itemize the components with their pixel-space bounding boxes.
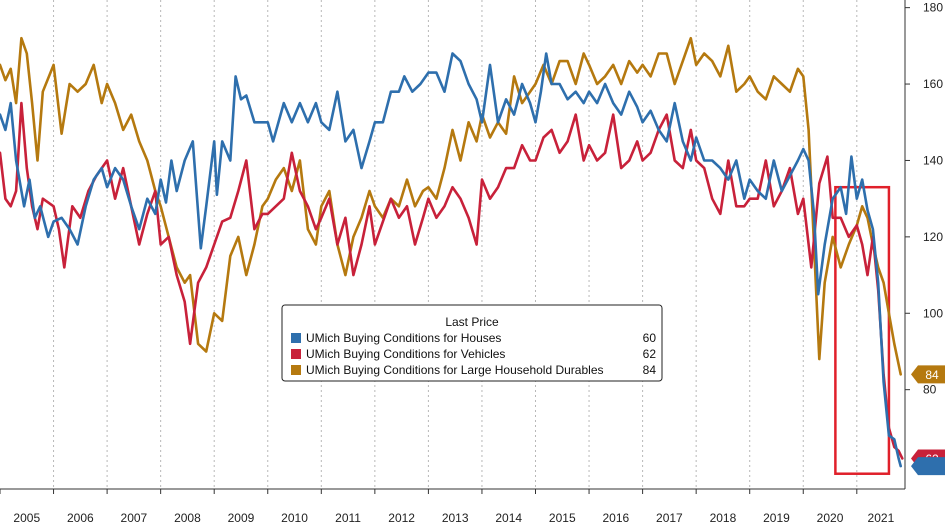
- series-line-houses: [0, 52, 902, 468]
- last-value-badges: 8462: [911, 365, 945, 476]
- legend-box: [281, 304, 663, 382]
- legend-swatch-durables: [291, 365, 301, 375]
- legend-swatch-houses: [291, 333, 301, 343]
- y-tick-label-120: 120: [923, 230, 943, 244]
- x-tick-label-2014: 2014: [495, 511, 522, 525]
- series-lines: [0, 36, 904, 468]
- legend: Last Price UMich Buying Conditions for H…: [281, 304, 663, 382]
- x-tick-label-2018: 2018: [710, 511, 737, 525]
- grid-lines: [53, 0, 858, 489]
- highlight-layer: [834, 185, 891, 475]
- legend-value-houses: 60: [643, 331, 657, 345]
- y-tick-label-160: 160: [923, 77, 943, 91]
- highlight-box: [834, 185, 891, 475]
- x-tick-label-2006: 2006: [67, 511, 94, 525]
- x-tick-label-2005: 2005: [13, 511, 40, 525]
- x-tick-label-2017: 2017: [656, 511, 683, 525]
- last-value-label-0: 84: [925, 368, 939, 382]
- y-tick-label-180: 180: [923, 1, 943, 15]
- legend-swatch-vehicles: [291, 349, 301, 359]
- legend-label-houses: UMich Buying Conditions for Houses: [306, 331, 501, 345]
- y-tick-label-80: 80: [923, 383, 937, 397]
- y-tick-label-140: 140: [923, 153, 943, 167]
- x-tick-label-2020: 2020: [817, 511, 844, 525]
- x-tick-label-2007: 2007: [121, 511, 148, 525]
- legend-title: Last Price: [445, 315, 499, 329]
- last-value-badge-0: [911, 365, 945, 384]
- x-tick-label-2015: 2015: [549, 511, 576, 525]
- x-tick-label-2013: 2013: [442, 511, 469, 525]
- series-line-durables: [0, 36, 902, 376]
- legend-value-durables: 84: [643, 363, 657, 377]
- legend-label-vehicles: UMich Buying Conditions for Vehicles: [306, 347, 505, 361]
- x-tick-label-2011: 2011: [335, 511, 361, 525]
- x-tick-label-2010: 2010: [281, 511, 308, 525]
- x-tick-label-2016: 2016: [602, 511, 629, 525]
- last-value-badge-2: [911, 457, 945, 476]
- x-tick-label-2019: 2019: [763, 511, 790, 525]
- x-tick-label-2021: 2021: [868, 511, 895, 525]
- legend-label-durables: UMich Buying Conditions for Large Househ…: [306, 363, 604, 377]
- x-tick-label-2008: 2008: [174, 511, 201, 525]
- series-line-vehicles: [0, 101, 904, 460]
- legend-value-vehicles: 62: [643, 347, 657, 361]
- x-tick-label-2012: 2012: [388, 511, 415, 525]
- y-tick-label-100: 100: [923, 306, 943, 320]
- x-tick-label-2009: 2009: [228, 511, 255, 525]
